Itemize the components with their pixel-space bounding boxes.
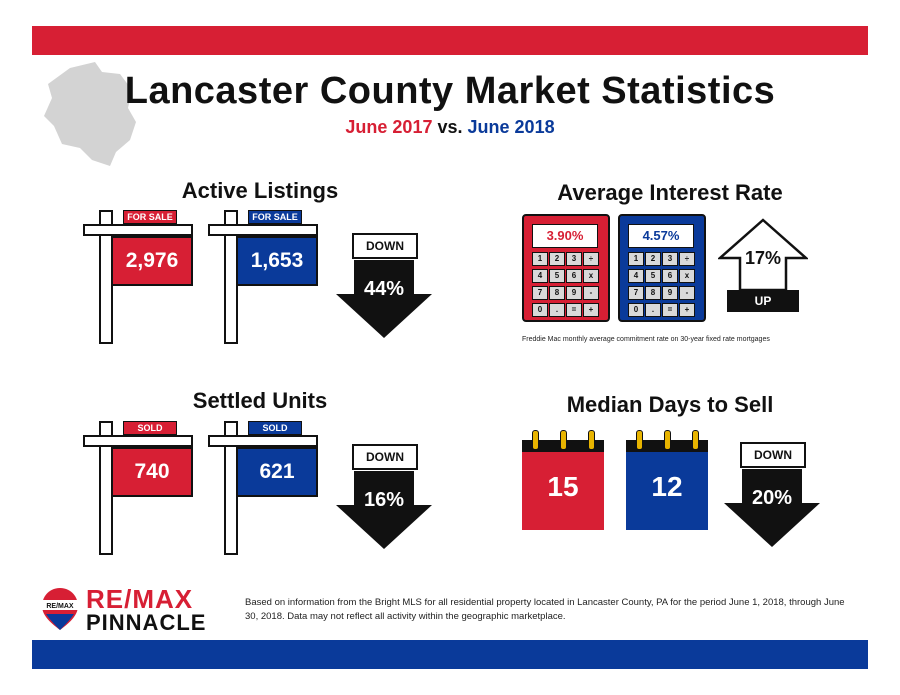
disclaimer-text: Based on information from the Bright MLS… [245, 597, 845, 622]
logo-brand: RE/MAX [86, 584, 194, 614]
calculator-key: 7 [628, 286, 644, 300]
subtitle-year-2018: June 2018 [467, 117, 555, 137]
top-banner-bar [32, 26, 868, 55]
calendar-ring [588, 430, 595, 450]
calendar-ring [692, 430, 699, 450]
calculator-key: 4 [532, 269, 548, 283]
days-to-sell-change: 20% [751, 487, 793, 509]
calculator-key: 4 [628, 269, 644, 283]
calculator-key: 2 [549, 252, 565, 266]
calendar-ring [636, 430, 643, 450]
calculator-key: ÷ [583, 252, 599, 266]
settled-units-change: 16% [363, 489, 405, 511]
active-listings-direction: DOWN [352, 233, 418, 259]
interest-rate-title: Average Interest Rate [557, 180, 783, 205]
arrow-down-icon [336, 260, 432, 338]
calculator-key: = [662, 303, 678, 317]
sign-tag: SOLD [123, 421, 177, 435]
bottom-banner-bar [32, 640, 868, 669]
calculator-key: . [549, 303, 565, 317]
active-listings-2017-value: 2,976 [111, 236, 193, 286]
calculator-2018: 4.57% 1 2 3 ÷ 4 5 6 x 7 8 9- 0. = + [618, 214, 706, 322]
logo-office: PINNACLE [86, 610, 207, 635]
days-to-sell-2017-value: 15 [522, 452, 604, 530]
calculator-key: 5 [645, 269, 661, 283]
county-map-icon [44, 62, 136, 166]
calculator-key: 6 [566, 269, 582, 283]
calculator-key: + [679, 303, 695, 317]
settled-units-2018-value: 621 [236, 447, 318, 497]
arrow-down-icon [724, 469, 820, 547]
sign-tag: SOLD [248, 421, 302, 435]
calculator-key: 9 [566, 286, 582, 300]
sign-tag: FOR SALE [123, 210, 177, 224]
page-title: Lancaster County Market Statistics [124, 70, 776, 112]
days-to-sell-direction: DOWN [740, 442, 806, 468]
sign-beam [208, 224, 318, 236]
calculator-key: x [583, 269, 599, 283]
calculator-key: 2 [645, 252, 661, 266]
settled-units-title: Settled Units [192, 388, 328, 413]
interest-rate-change: 17% [744, 248, 782, 268]
interest-rate-2017-value: 3.90% [532, 224, 598, 248]
calculator-key: 8 [645, 286, 661, 300]
active-listings-title: Active Listings [181, 178, 339, 203]
calculator-key: 7 [532, 286, 548, 300]
calendar-2018: 12 [626, 430, 708, 530]
active-listings-2018-value: 1,653 [236, 236, 318, 286]
calendar-ring [532, 430, 539, 450]
calculator-key: 1 [532, 252, 548, 266]
sold-sign-2017: SOLD 740 [83, 421, 193, 571]
balloon-logo-text: RE/MAX [46, 603, 74, 610]
sign-beam [83, 435, 193, 447]
interest-rate-direction: UP [727, 290, 799, 312]
calculator-key: 1 [628, 252, 644, 266]
calculator-key: 3 [566, 252, 582, 266]
calendar-2017: 15 [522, 430, 604, 530]
calculator-key: ÷ [679, 252, 695, 266]
calculator-2017: 3.90% 1 2 3 ÷ 4 5 6 x 7 8 9- 0. = + [522, 214, 610, 322]
calculator-keypad: 1 2 3 ÷ 4 5 6 x 7 8 9- 0. = + [532, 252, 600, 317]
sold-sign-2018: SOLD 621 [208, 421, 318, 571]
page-subtitle: June 2017 vs. June 2018 [0, 117, 900, 138]
calculator-key: - [679, 286, 695, 300]
calendar-ring [560, 430, 567, 450]
calculator-key: 0 [628, 303, 644, 317]
subtitle-year-2017: June 2017 [345, 117, 433, 137]
calculator-key: 9 [662, 286, 678, 300]
calendar-ring [664, 430, 671, 450]
for-sale-sign-2017: FOR SALE 2,976 [83, 210, 193, 360]
settled-units-direction: DOWN [352, 444, 418, 470]
calculator-key: 0 [532, 303, 548, 317]
calculator-key: = [566, 303, 582, 317]
days-to-sell-2018-value: 12 [626, 452, 708, 530]
sign-beam [83, 224, 193, 236]
interest-rate-footnote: Freddie Mac monthly average commitment r… [522, 336, 770, 343]
calculator-key: + [583, 303, 599, 317]
calculator-key: 6 [662, 269, 678, 283]
calculator-keypad: 1 2 3 ÷ 4 5 6 x 7 8 9- 0. = + [628, 252, 696, 317]
active-listings-change: 44% [363, 278, 405, 300]
balloon-logo-icon: RE/MAX [42, 588, 78, 630]
subtitle-vs: vs. [437, 117, 463, 137]
calculator-key: 3 [662, 252, 678, 266]
calculator-key: . [645, 303, 661, 317]
sign-tag: FOR SALE [248, 210, 302, 224]
calculator-key: 5 [549, 269, 565, 283]
sign-beam [208, 435, 318, 447]
settled-units-2017-value: 740 [111, 447, 193, 497]
days-to-sell-title: Median Days to Sell [566, 392, 774, 417]
arrow-down-icon [336, 471, 432, 549]
interest-rate-2018-value: 4.57% [628, 224, 694, 248]
calculator-key: 8 [549, 286, 565, 300]
calculator-key: - [583, 286, 599, 300]
for-sale-sign-2018: FOR SALE 1,653 [208, 210, 318, 360]
calculator-key: x [679, 269, 695, 283]
